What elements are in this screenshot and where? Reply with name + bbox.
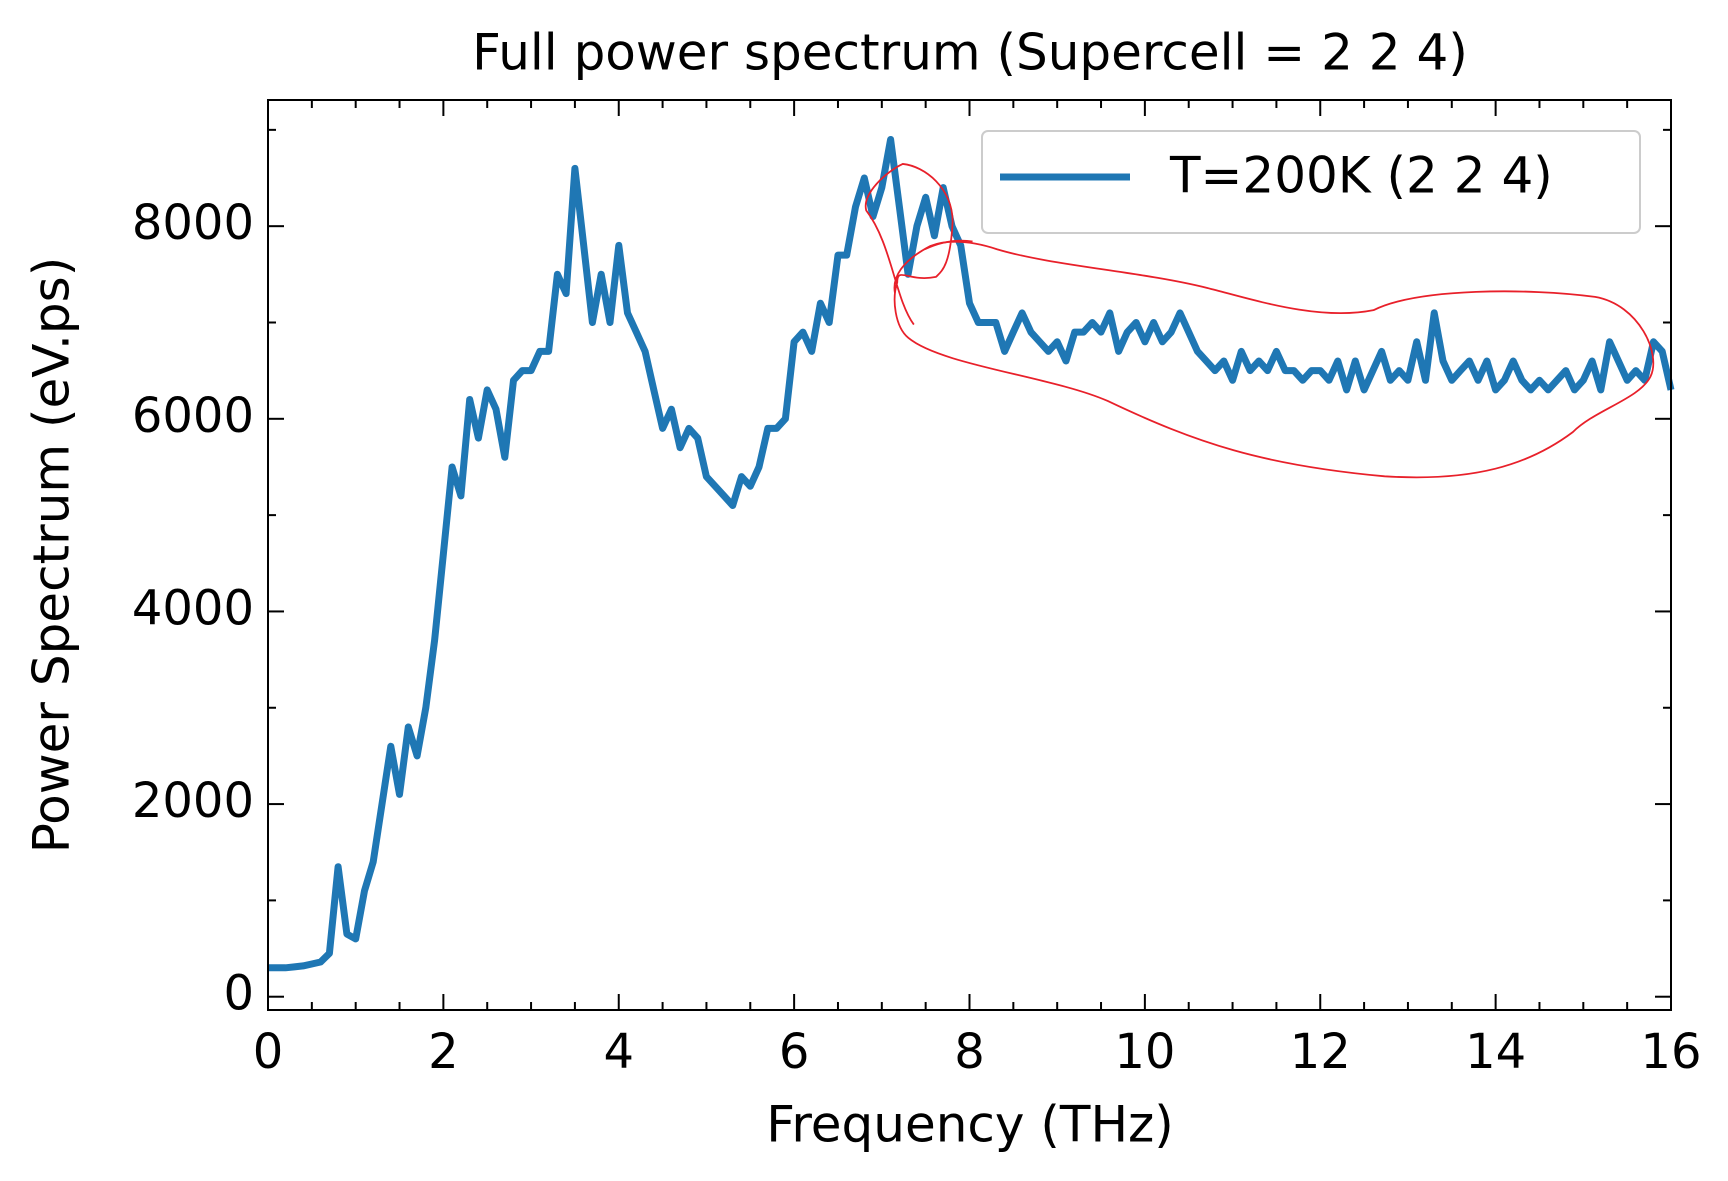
hand-drawn-stroke — [924, 239, 973, 251]
legend: T=200K (2 2 4) — [981, 130, 1641, 234]
plot-frame — [267, 99, 1672, 1011]
plot-area: 0 2 4 6 8 10 12 14 16 0 2000 4000 6000 8000 T=200K (2 … — [132, 99, 1702, 1080]
y-tick-label: 8000 — [132, 195, 254, 251]
x-tick-label: 14 — [1465, 1024, 1526, 1080]
x-tick-label: 12 — [1290, 1024, 1351, 1080]
data-line — [268, 136, 1675, 972]
x-axis-label: Frequency (THz) — [766, 1096, 1174, 1154]
x-tick-label: 8 — [954, 1024, 985, 1080]
y-tick-label: 4000 — [132, 580, 254, 636]
x-tick-label: 4 — [603, 1024, 634, 1080]
y-tick-label: 2000 — [132, 773, 254, 829]
x-tick-label: 2 — [428, 1024, 459, 1080]
x-tick-label: 6 — [779, 1024, 810, 1080]
annotation — [864, 163, 1655, 479]
y-axis-label: Power Spectrum (eV.ps) — [23, 257, 81, 853]
x-tick-label: 16 — [1640, 1024, 1701, 1080]
x-tick-label: 10 — [1114, 1024, 1175, 1080]
y-tick-label: 6000 — [132, 388, 254, 444]
chart-title: Full power spectrum (Supercell = 2 2 4) — [472, 24, 1468, 82]
y-tick-label: 0 — [223, 966, 254, 1022]
hand-drawn-circle — [864, 163, 1655, 479]
legend-box — [981, 130, 1641, 234]
legend-label: T=200K (2 2 4) — [1169, 147, 1553, 205]
x-tick-label: 0 — [253, 1024, 284, 1080]
